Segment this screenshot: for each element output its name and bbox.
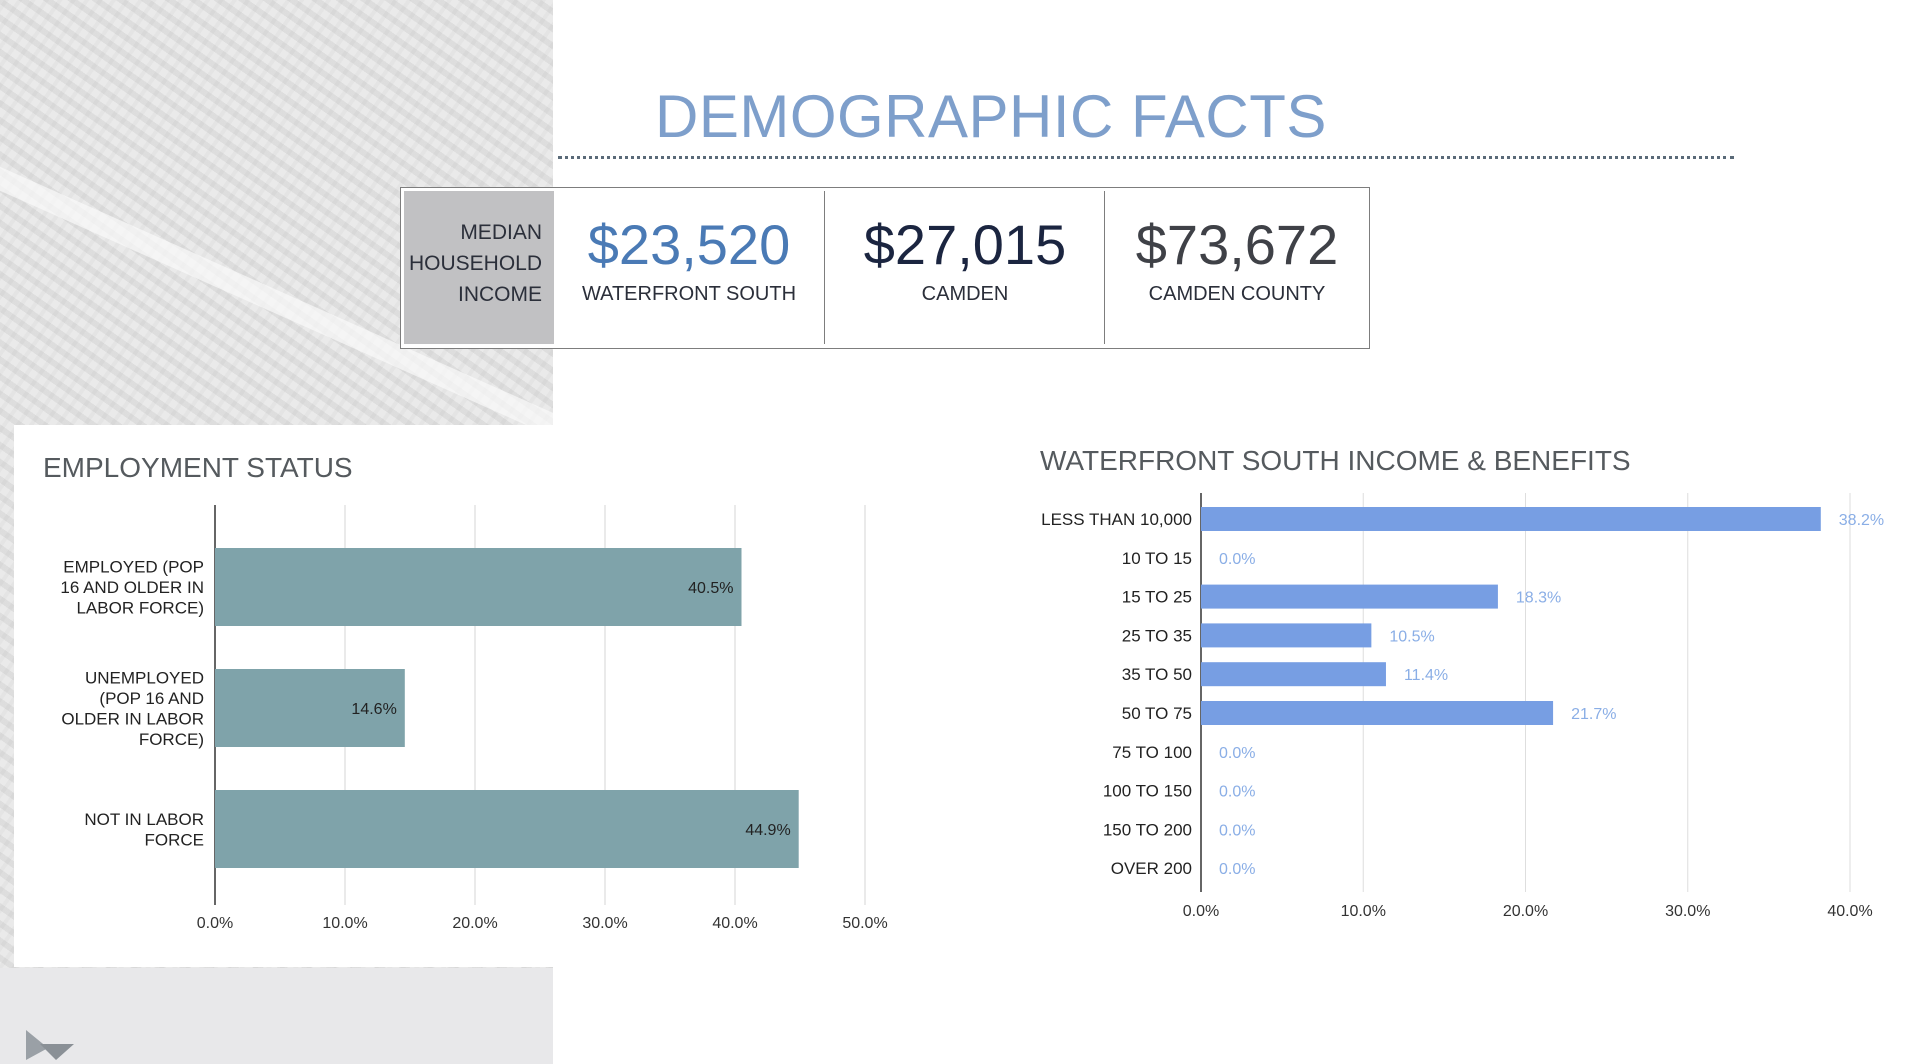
x-tick-label: 30.0% xyxy=(582,915,627,932)
bar xyxy=(1201,507,1821,531)
bar xyxy=(215,548,742,626)
income-label-line: HOUSEHOLD xyxy=(408,252,542,275)
title-dotted-divider xyxy=(558,156,1734,159)
bar-value-label: 18.3% xyxy=(1516,590,1561,607)
income-label-line: MEDIAN xyxy=(460,221,542,244)
category-label: NOT IN LABOR xyxy=(84,810,204,829)
category-label: LABOR FORCE) xyxy=(76,599,204,618)
bar-value-label: 0.0% xyxy=(1219,784,1255,801)
bar-value-label: 0.0% xyxy=(1219,551,1255,568)
category-label: 35 TO 50 xyxy=(1122,665,1192,684)
category-label: LESS THAN 10,000 xyxy=(1041,510,1192,529)
x-tick-label: 20.0% xyxy=(452,915,497,932)
income-area-name: CAMDEN COUNTY xyxy=(1148,283,1326,305)
x-tick-label: 40.0% xyxy=(1827,903,1872,920)
income-area-name: CAMDEN xyxy=(921,283,1009,305)
category-label: 10 TO 15 xyxy=(1122,549,1192,568)
category-label: 15 TO 25 xyxy=(1122,588,1192,607)
category-label: 150 TO 200 xyxy=(1103,820,1192,839)
x-tick-label: 30.0% xyxy=(1665,903,1710,920)
income-benefits-chart: 0.0% 10.0% 20.0% 30.0% 40.0% 38.2% LESS THAN 1… xyxy=(1041,493,1884,920)
bar xyxy=(1201,584,1498,609)
category-label: OVER 200 xyxy=(1111,859,1192,878)
company-logo-icon xyxy=(26,1030,74,1060)
bar-value-label: 0.0% xyxy=(1219,745,1255,762)
bar-value-label: 0.0% xyxy=(1219,822,1255,839)
median-income-panel: MEDIAN HOUSEHOLD INCOME $23,520 WATERFRO… xyxy=(400,187,1370,349)
bar xyxy=(1201,701,1554,725)
bar-value-label: 40.5% xyxy=(688,580,733,597)
bar-value-label: 0.0% xyxy=(1219,861,1255,878)
employment-status-card: EMPLOYMENT STATUS 0.0% 10.0% 20.0% 30.0% 40.… xyxy=(14,425,914,967)
bar xyxy=(215,790,799,868)
bar-value-label: 11.4% xyxy=(1404,667,1448,684)
x-tick-label: 40.0% xyxy=(712,915,757,932)
income-cell-camden-county: $73,672 CAMDEN COUNTY xyxy=(1104,191,1369,344)
category-label: UNEMPLOYED xyxy=(85,668,204,687)
bar-value-label: 38.2% xyxy=(1839,512,1884,529)
income-area-name: WATERFRONT SOUTH xyxy=(581,283,797,305)
bar xyxy=(215,669,405,747)
category-label: FORCE xyxy=(145,830,205,849)
bar-value-label: 14.6% xyxy=(351,701,396,718)
bar-value-label: 21.7% xyxy=(1571,706,1616,723)
x-tick-label: 0.0% xyxy=(197,915,233,932)
bar xyxy=(1201,662,1386,687)
category-label: 50 TO 75 xyxy=(1122,704,1192,723)
photo-footer-band xyxy=(0,968,553,1064)
income-benefits-card: WATERFRONT SOUTH INCOME & BENEFITS 0.0% 1… xyxy=(1040,440,1910,940)
bar xyxy=(1201,623,1372,648)
income-cell-camden: $27,015 CAMDEN xyxy=(824,191,1105,344)
income-value: $27,015 xyxy=(863,213,1067,276)
category-label: 16 AND OLDER IN xyxy=(60,578,204,597)
income-cell-waterfront-south: $23,520 WATERFRONT SOUTH xyxy=(554,191,824,344)
employment-chart-title: EMPLOYMENT STATUS xyxy=(43,452,353,483)
income-chart-title: WATERFRONT SOUTH INCOME & BENEFITS xyxy=(1040,445,1631,476)
category-label: (POP 16 AND xyxy=(99,689,204,708)
income-value: $73,672 xyxy=(1135,213,1339,276)
x-tick-label: 0.0% xyxy=(1183,903,1219,920)
median-income-label: MEDIAN HOUSEHOLD INCOME xyxy=(404,191,554,344)
employment-status-chart: 0.0% 10.0% 20.0% 30.0% 40.0% 50.0% 40.5% EMPLOY… xyxy=(60,505,888,932)
category-label: FORCE) xyxy=(139,730,204,749)
bar-value-label: 44.9% xyxy=(745,822,790,839)
category-label: OLDER IN LABOR xyxy=(61,709,204,728)
income-value: $23,520 xyxy=(587,213,791,276)
bar-value-label: 10.5% xyxy=(1389,628,1434,645)
x-tick-label: 10.0% xyxy=(322,915,367,932)
x-tick-label: 50.0% xyxy=(842,915,887,932)
x-tick-label: 10.0% xyxy=(1341,903,1386,920)
category-label: 100 TO 150 xyxy=(1103,782,1192,801)
category-label: 25 TO 35 xyxy=(1122,626,1192,645)
category-label: EMPLOYED (POP xyxy=(63,558,204,577)
page-title: DEMOGRAPHIC FACTS xyxy=(655,83,1327,150)
x-tick-label: 20.0% xyxy=(1503,903,1548,920)
category-label: 75 TO 100 xyxy=(1112,743,1192,762)
income-label-line: INCOME xyxy=(458,283,542,306)
